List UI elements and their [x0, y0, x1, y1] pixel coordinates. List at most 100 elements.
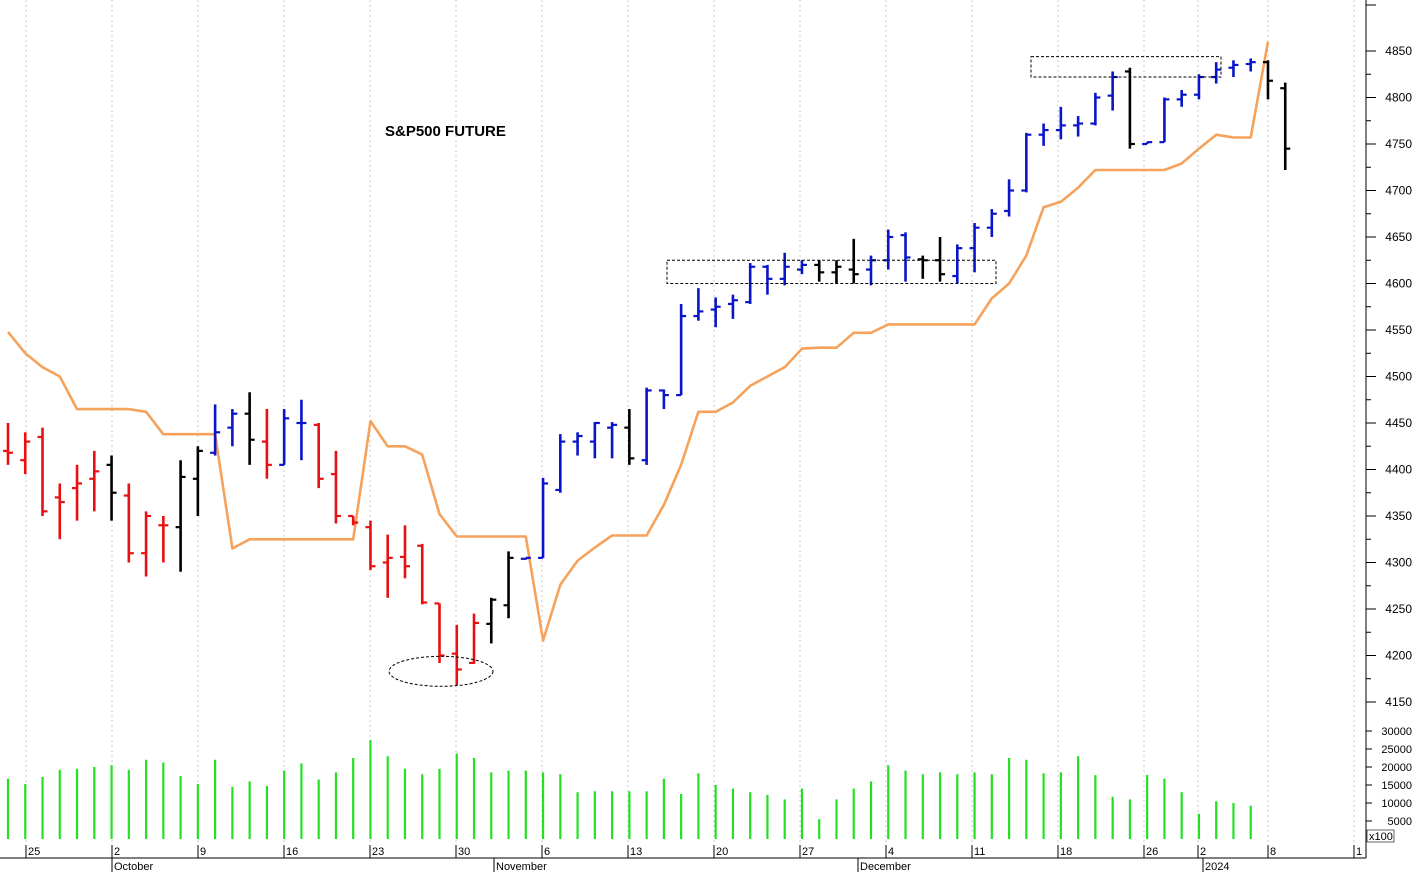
price-tick-label: 4400: [1385, 463, 1412, 477]
price-tick-label: 4500: [1385, 370, 1412, 384]
x-axis: 25 2 9 16 23 30 6 13 20 27 4 11 18 26 2 8 1 October Novemb…: [0, 845, 1366, 872]
ohlc-bar: [624, 409, 635, 465]
ohlc-bar: [1280, 82, 1291, 171]
ohlc-bar: [54, 483, 65, 540]
ohlc-bar: [106, 455, 117, 521]
ohlc-bar: [676, 303, 687, 397]
range-box-high: [1030, 56, 1222, 78]
ohlc-bar: [1004, 179, 1015, 217]
volume-tick-label: 5000: [1388, 816, 1412, 828]
ohlc-bar: [158, 516, 169, 563]
ohlc-bar: [37, 427, 48, 516]
price-bars: [3, 58, 1291, 686]
volume-tick-label: 15000: [1381, 780, 1412, 792]
ohlc-bar: [1211, 62, 1222, 84]
ohlc-bar: [986, 209, 997, 237]
price-tick-label: 4200: [1385, 649, 1412, 663]
trailing-stop-polyline: [6, 41, 1270, 642]
ohlc-bar: [1159, 97, 1170, 144]
x-day-label: 23: [372, 846, 384, 858]
ohlc-bar: [693, 288, 704, 321]
price-tick-label: 4850: [1385, 44, 1412, 58]
ohlc-bar: [227, 409, 238, 447]
x-day-label: 20: [716, 846, 728, 858]
x-day-label: 27: [802, 846, 814, 858]
volume-multiplier-label: x100: [1369, 831, 1393, 843]
x-day-label: 11: [974, 846, 985, 858]
ohlc-bar: [279, 409, 290, 466]
ohlc-bar: [641, 387, 652, 465]
range-box-mid: [666, 259, 997, 284]
ohlc-bar: [607, 422, 618, 459]
low-ellipse: [388, 655, 494, 687]
price-tick-label: 4800: [1385, 91, 1412, 105]
volume-axis-ticks: 5000 10000 15000 20000 25000 30000: [1366, 726, 1412, 828]
ohlc-bar: [141, 511, 152, 577]
x-day-label: 18: [1060, 846, 1072, 858]
ohlc-bar: [1073, 116, 1084, 137]
ohlc-bar: [779, 252, 790, 286]
ohlc-bar: [382, 534, 393, 598]
chart-annotations: [388, 56, 1222, 687]
x-day-label: 25: [28, 846, 40, 858]
price-tick-label: 4350: [1385, 509, 1412, 523]
ohlc-bar: [72, 464, 83, 521]
ohlc-bar: [261, 409, 272, 479]
ohlc-bar: [727, 294, 738, 319]
x-day-label: 4: [888, 846, 894, 858]
x-day-label: 30: [458, 846, 470, 858]
x-axis-ticks: 25 2 9 16 23 30 6 13 20 27 4 11 18 26 2 8 1 October Novemb…: [25, 845, 1362, 872]
x-day-label: 1: [1356, 846, 1362, 858]
ohlc-bar: [831, 260, 842, 284]
ohlc-bar: [935, 237, 946, 282]
ohlc-bar: [538, 477, 549, 559]
ohlc-bar: [710, 297, 721, 328]
x-day-label: 9: [200, 846, 206, 858]
x-month-label: December: [860, 861, 911, 872]
ohlc-bar: [20, 432, 31, 475]
ohlc-bar: [469, 613, 480, 665]
ohlc-bar: [1176, 90, 1187, 107]
ohlc-bar: [1262, 60, 1273, 100]
ohlc-bar: [89, 450, 100, 512]
volume-tick-label: 10000: [1381, 798, 1412, 810]
x-month-label: 2024: [1205, 861, 1229, 872]
ohlc-bar: [814, 260, 825, 282]
ohlc-bar: [745, 263, 756, 304]
ohlc-bar: [848, 238, 859, 284]
ohlc-bar: [348, 514, 359, 526]
volume-tick-label: 30000: [1381, 726, 1412, 738]
ohlc-bar: [417, 543, 428, 605]
x-day-label: 2: [1200, 846, 1206, 858]
x-day-label: 8: [1270, 846, 1276, 858]
ohlc-bar: [969, 223, 980, 273]
x-month-label: October: [114, 861, 153, 872]
x-day-label: 2: [114, 846, 120, 858]
ohlc-bar: [175, 460, 186, 572]
volume-tick-label: 20000: [1381, 762, 1412, 774]
ohlc-bar: [1021, 132, 1032, 193]
ohlc-bar: [555, 434, 566, 493]
x-day-label: 26: [1146, 846, 1158, 858]
ohlc-bar: [365, 520, 376, 570]
ohlc-bar: [330, 450, 341, 524]
price-tick-label: 4700: [1385, 184, 1412, 198]
price-tick-label: 4450: [1385, 416, 1412, 430]
price-tick-label: 4250: [1385, 602, 1412, 616]
ohlc-bar: [313, 423, 324, 489]
price-tick-label: 4150: [1385, 695, 1412, 709]
right-axis: 4150 4200 4250 4300 4350 4400 4450 4500 4550 4600…: [1365, 0, 1412, 858]
ohlc-bar: [1090, 92, 1101, 126]
ohlc-bar: [589, 421, 600, 459]
x-month-label: November: [496, 861, 547, 872]
ohlc-bar: [434, 602, 445, 663]
ohlc-bar: [658, 389, 669, 410]
ohlc-bar: [210, 404, 221, 456]
ohlc-bar: [399, 525, 410, 579]
ohlc-bar: [572, 432, 583, 456]
ohlc-bar: [244, 392, 255, 465]
ohlc-bar: [192, 446, 203, 516]
price-tick-label: 4300: [1385, 556, 1412, 570]
vertical-grid-lines: [25, 0, 1355, 858]
